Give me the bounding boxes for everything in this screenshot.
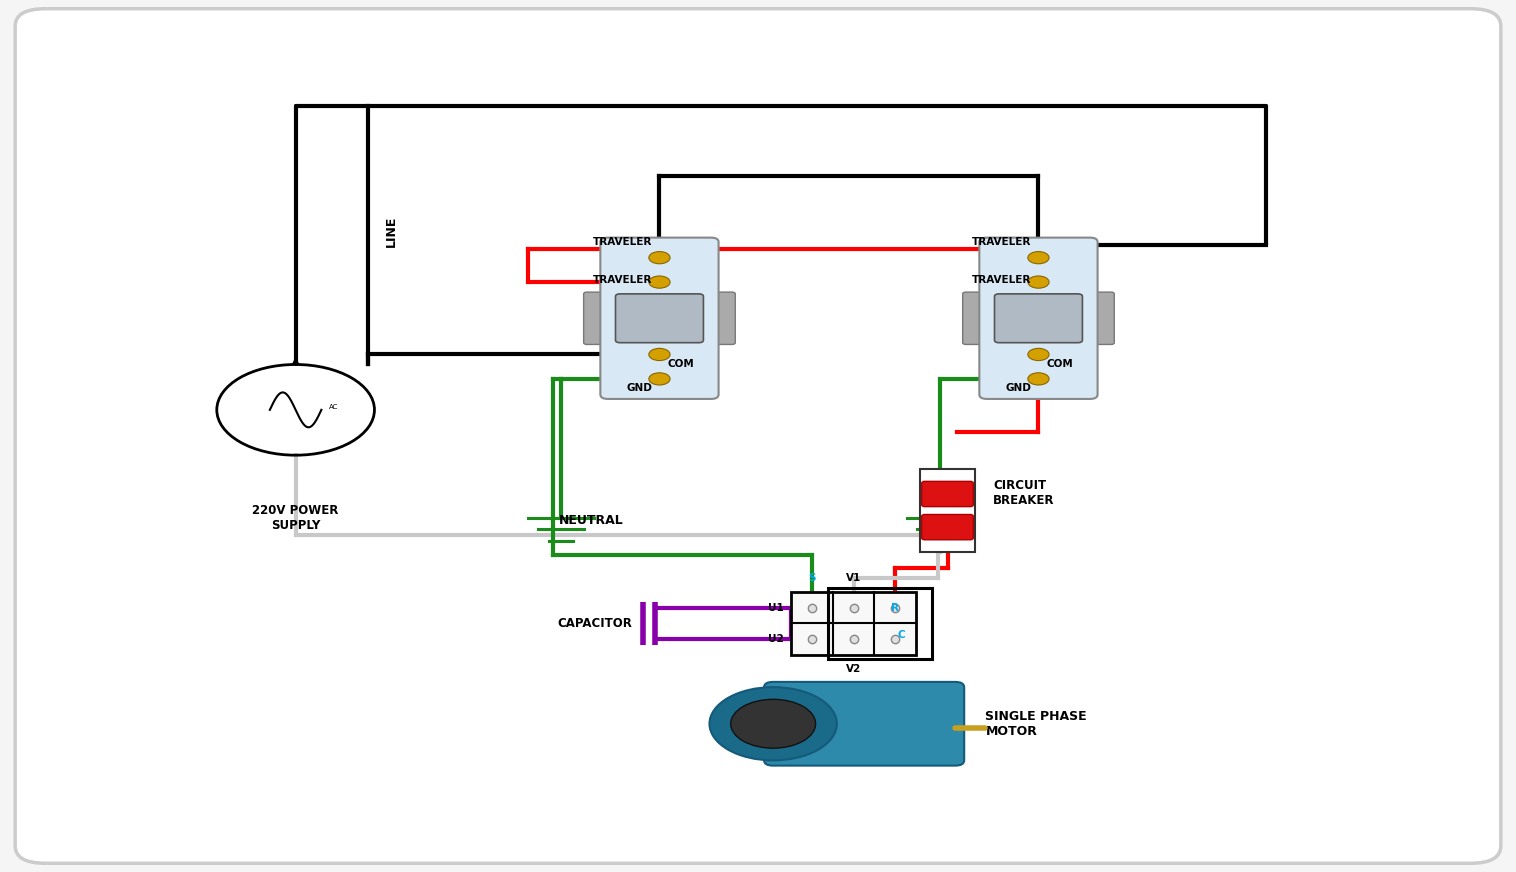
- FancyBboxPatch shape: [963, 292, 990, 344]
- Text: U2: U2: [769, 634, 784, 644]
- Circle shape: [1028, 276, 1049, 289]
- Text: V2: V2: [846, 664, 861, 673]
- Text: S: S: [808, 574, 816, 583]
- FancyBboxPatch shape: [922, 481, 973, 507]
- Text: COM: COM: [1046, 358, 1073, 369]
- Bar: [920, 469, 975, 552]
- FancyBboxPatch shape: [979, 237, 1098, 399]
- Circle shape: [649, 251, 670, 264]
- Bar: [791, 592, 916, 655]
- FancyBboxPatch shape: [600, 237, 719, 399]
- Circle shape: [731, 699, 816, 748]
- Text: TRAVELER: TRAVELER: [593, 275, 652, 285]
- Text: V1: V1: [846, 574, 861, 583]
- Text: TRAVELER: TRAVELER: [593, 237, 652, 248]
- Text: AC: AC: [329, 405, 338, 410]
- Circle shape: [649, 373, 670, 385]
- Circle shape: [709, 687, 837, 760]
- Circle shape: [649, 276, 670, 289]
- Text: C: C: [897, 630, 905, 640]
- Circle shape: [1028, 373, 1049, 385]
- Circle shape: [649, 348, 670, 361]
- FancyBboxPatch shape: [708, 292, 735, 344]
- Circle shape: [1028, 251, 1049, 264]
- Circle shape: [1028, 348, 1049, 361]
- Text: TRAVELER: TRAVELER: [972, 237, 1031, 248]
- Text: LINE: LINE: [385, 215, 397, 247]
- FancyBboxPatch shape: [584, 292, 611, 344]
- FancyBboxPatch shape: [922, 514, 973, 540]
- Text: U1: U1: [769, 603, 784, 613]
- Text: GND: GND: [1005, 384, 1031, 393]
- FancyBboxPatch shape: [994, 294, 1082, 343]
- Text: 220V POWER
SUPPLY: 220V POWER SUPPLY: [253, 504, 338, 532]
- Text: COM: COM: [667, 358, 694, 369]
- Text: SINGLE PHASE
MOTOR: SINGLE PHASE MOTOR: [985, 710, 1087, 738]
- Text: TRAVELER: TRAVELER: [972, 275, 1031, 285]
- Bar: [828, 588, 932, 659]
- FancyBboxPatch shape: [764, 682, 964, 766]
- Text: NEUTRAL: NEUTRAL: [559, 514, 623, 527]
- FancyBboxPatch shape: [615, 294, 703, 343]
- FancyBboxPatch shape: [15, 9, 1501, 863]
- Text: CIRCUIT
BREAKER: CIRCUIT BREAKER: [993, 479, 1055, 507]
- Text: GND: GND: [626, 384, 652, 393]
- FancyBboxPatch shape: [1087, 292, 1114, 344]
- Text: CAPACITOR: CAPACITOR: [558, 617, 632, 630]
- Text: R: R: [891, 603, 899, 613]
